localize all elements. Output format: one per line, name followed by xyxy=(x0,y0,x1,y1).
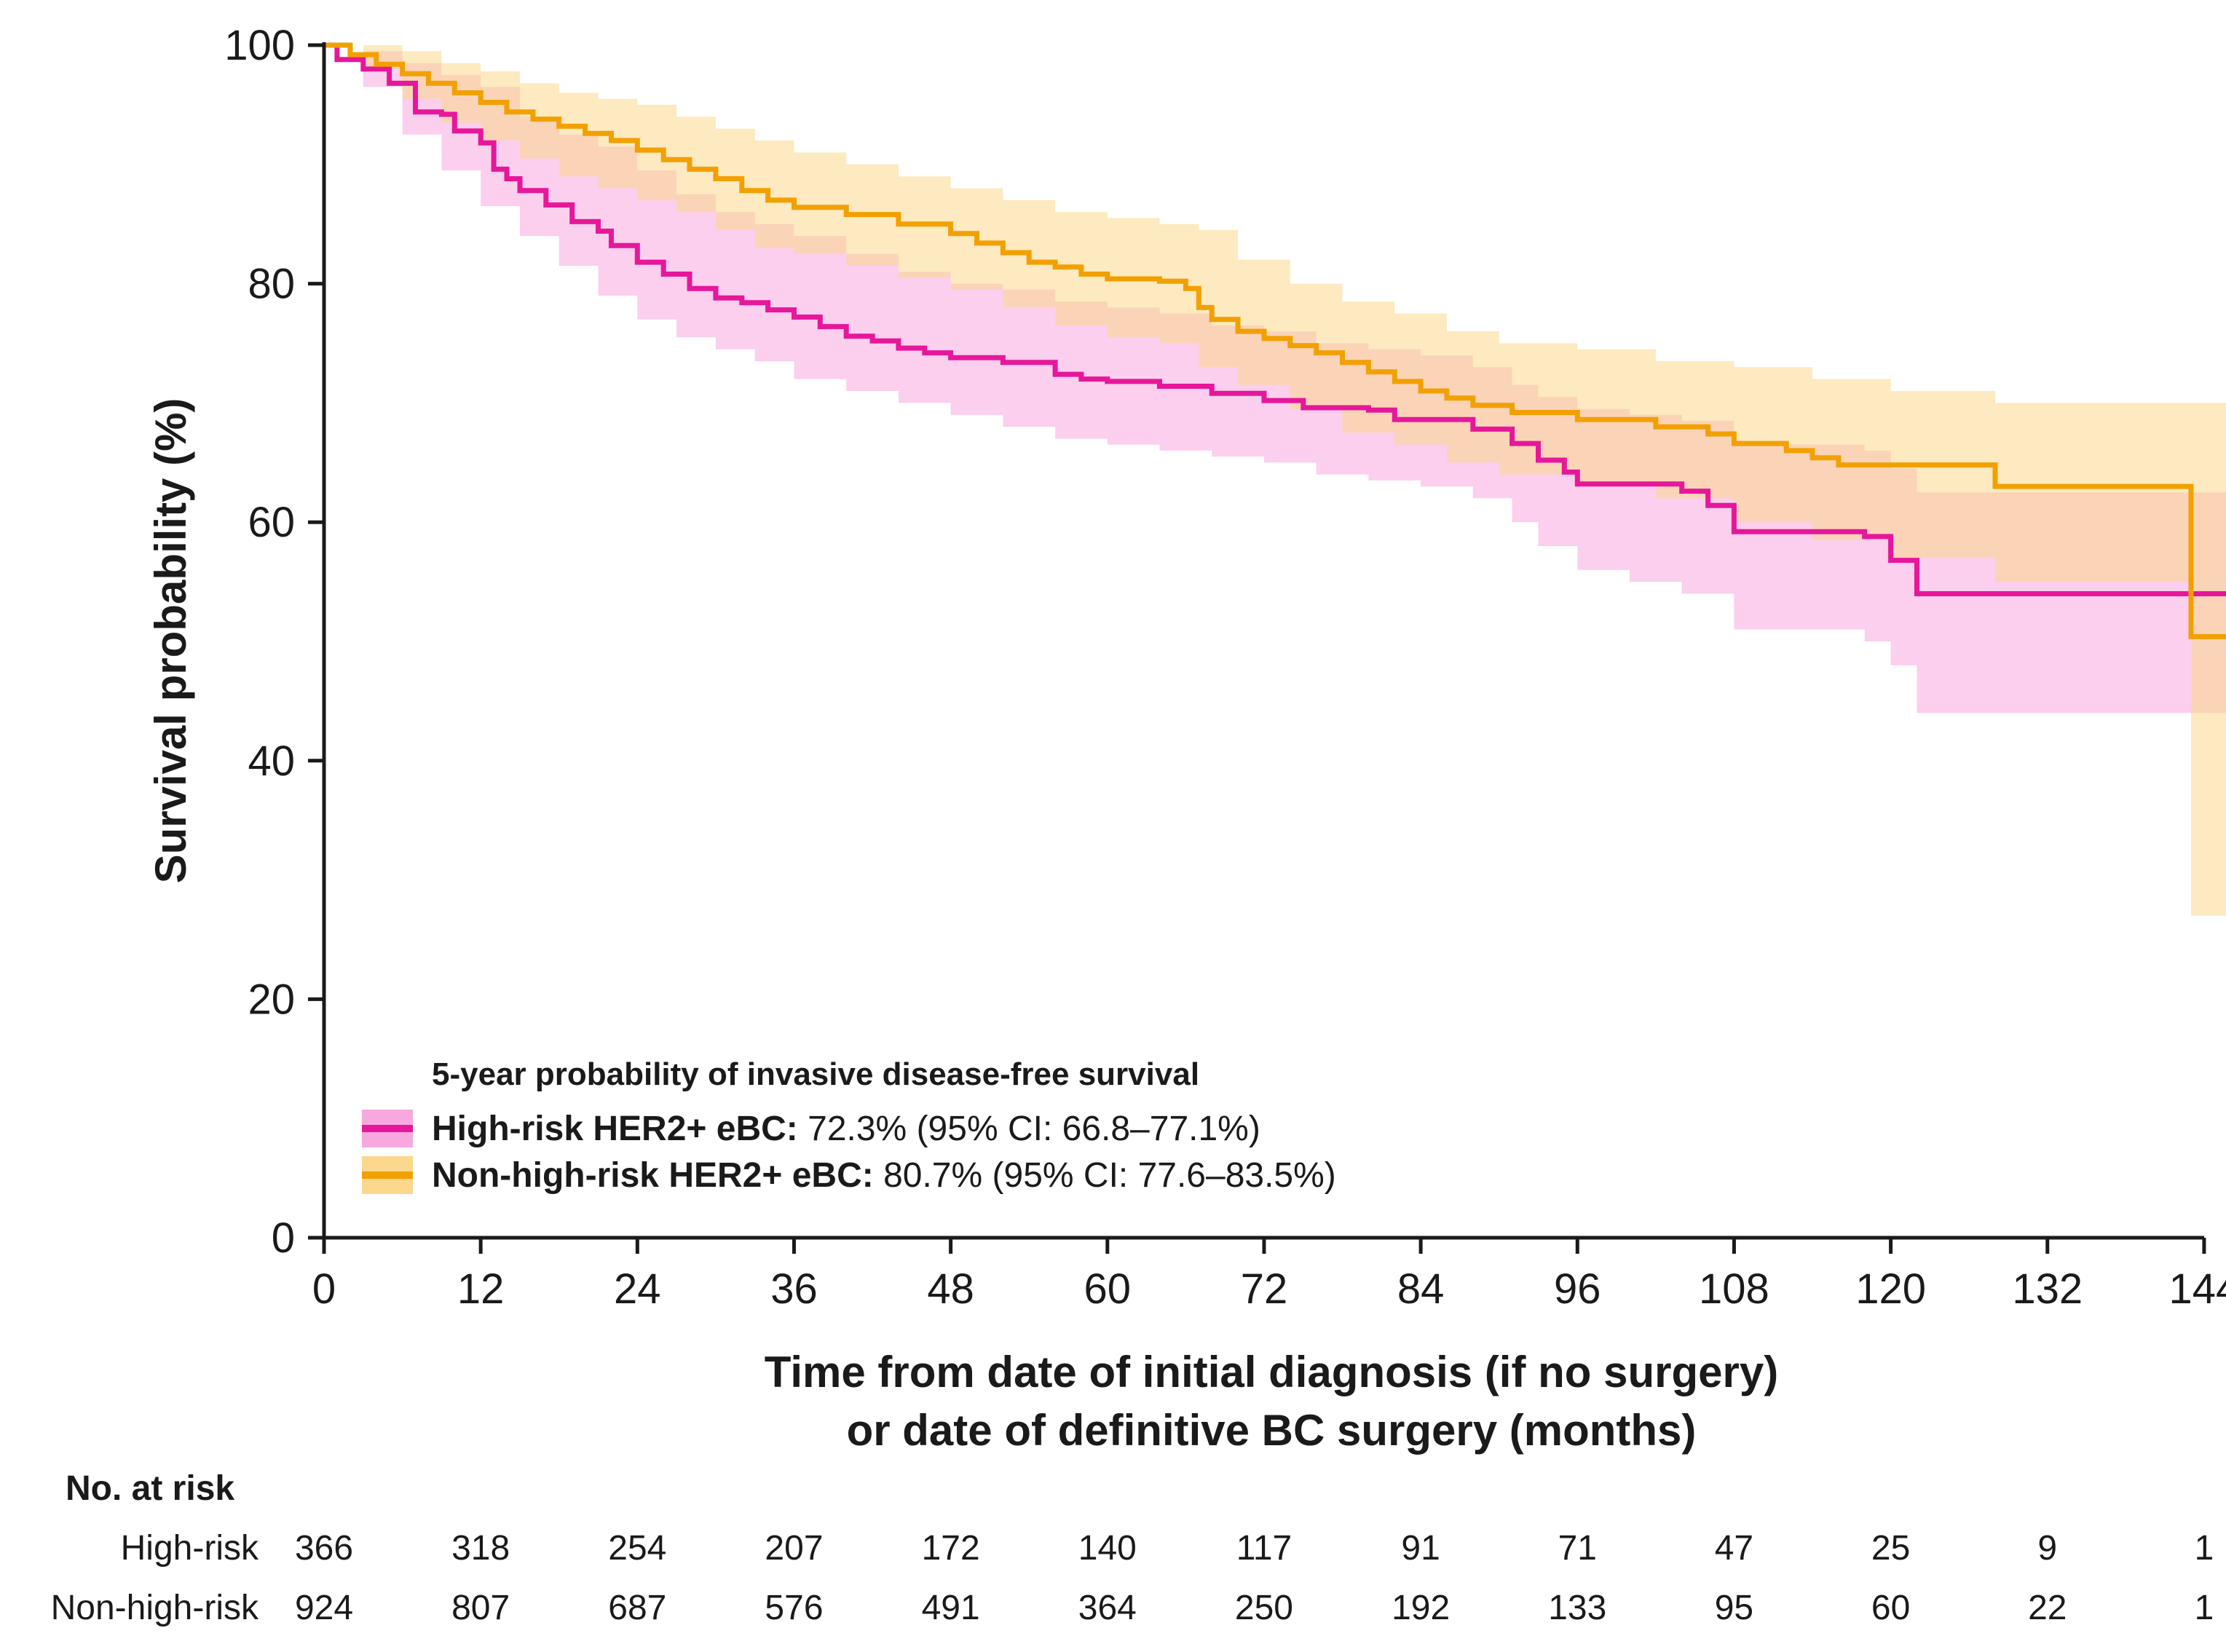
x-tick-label: 0 xyxy=(312,1265,336,1313)
x-tick-label: 12 xyxy=(457,1265,505,1313)
y-tick-label: 80 xyxy=(248,261,295,308)
y-tick-label: 40 xyxy=(248,738,295,785)
risk-value-non-high-risk: 576 xyxy=(765,1589,823,1627)
survival-line-non-high-risk xyxy=(324,42,2226,639)
risk-value-non-high-risk: 60 xyxy=(1871,1589,1910,1627)
y-tick-label: 60 xyxy=(248,499,295,546)
x-axis-title-line2: or date of definitive BC surgery (months… xyxy=(847,1406,1697,1455)
x-ticks: 0 12 24 36 48 60 72 84 96 108 120 132 144 xyxy=(312,1238,2226,1313)
x-tick-label: 72 xyxy=(1241,1265,1288,1313)
risk-value-high-risk: 91 xyxy=(1401,1529,1440,1568)
survival-curves xyxy=(324,42,2226,639)
y-ticks: 0 20 40 60 80 100 xyxy=(224,22,324,1262)
ci-band-non-high-risk xyxy=(324,45,2226,916)
risk-value-non-high-risk: 924 xyxy=(295,1589,353,1627)
x-tick-label: 36 xyxy=(770,1265,818,1313)
risk-row-label-non-high-risk: Non-high-risk xyxy=(51,1589,259,1627)
x-axis-title-line1: Time from date of initial diagnosis (if … xyxy=(765,1348,1778,1396)
x-tick-label: 48 xyxy=(927,1265,974,1313)
survival-line-high-risk xyxy=(324,42,2226,596)
x-tick-label: 108 xyxy=(1699,1265,1769,1313)
y-tick-label: 0 xyxy=(272,1214,295,1262)
x-tick-label: 24 xyxy=(614,1265,661,1313)
risk-value-non-high-risk: 133 xyxy=(1548,1589,1606,1627)
risk-table: No. at risk High-risk Non-high-risk 366 3… xyxy=(51,1469,2214,1627)
risk-value-non-high-risk: 491 xyxy=(922,1589,980,1627)
risk-value-non-high-risk: 95 xyxy=(1715,1589,1753,1627)
legend-non-high-risk-label: Non-high-risk HER2+ eBC: 80.7% (95% CI: … xyxy=(432,1156,1336,1195)
x-tick-label: 84 xyxy=(1397,1265,1445,1313)
risk-value-high-risk: 254 xyxy=(608,1529,666,1568)
risk-value-high-risk: 207 xyxy=(765,1529,823,1568)
risk-value-non-high-risk: 192 xyxy=(1392,1589,1450,1627)
risk-value-non-high-risk: 250 xyxy=(1235,1589,1293,1627)
risk-table-title: No. at risk xyxy=(66,1469,234,1508)
risk-value-high-risk: 1 xyxy=(2195,1529,2214,1568)
legend-title: 5-year probability of invasive disease-f… xyxy=(432,1056,1199,1092)
risk-value-high-risk: 47 xyxy=(1715,1529,1753,1568)
x-tick-label: 120 xyxy=(1855,1265,1926,1313)
confidence-bands xyxy=(324,45,2226,916)
risk-value-non-high-risk: 807 xyxy=(451,1589,510,1627)
risk-value-high-risk: 318 xyxy=(451,1529,510,1568)
risk-value-non-high-risk: 687 xyxy=(608,1589,666,1627)
risk-row-label-high-risk: High-risk xyxy=(121,1529,259,1568)
risk-value-high-risk: 25 xyxy=(1871,1529,1910,1568)
risk-value-high-risk: 366 xyxy=(295,1529,353,1568)
y-tick-label: 20 xyxy=(248,976,295,1023)
risk-value-non-high-risk: 1 xyxy=(2195,1589,2214,1627)
legend-high-risk-label: High-risk HER2+ eBC: 72.3% (95% CI: 66.8… xyxy=(432,1110,1260,1148)
risk-value-high-risk: 117 xyxy=(1236,1529,1292,1568)
legend: 5-year probability of invasive disease-f… xyxy=(362,1056,1336,1195)
x-tick-label: 132 xyxy=(2012,1265,2083,1313)
x-tick-label: 60 xyxy=(1084,1265,1132,1313)
risk-value-high-risk: 71 xyxy=(1558,1529,1597,1568)
x-tick-label: 96 xyxy=(1554,1265,1601,1313)
y-tick-label: 100 xyxy=(224,22,295,69)
risk-value-high-risk: 9 xyxy=(2037,1529,2057,1568)
x-tick-label: 144 xyxy=(2169,1265,2226,1313)
y-axis-title: Survival probability (%) xyxy=(146,398,195,884)
risk-value-non-high-risk: 22 xyxy=(2028,1589,2067,1627)
risk-value-high-risk: 140 xyxy=(1078,1529,1137,1568)
risk-value-high-risk: 172 xyxy=(922,1529,980,1568)
risk-value-non-high-risk: 364 xyxy=(1078,1589,1137,1627)
